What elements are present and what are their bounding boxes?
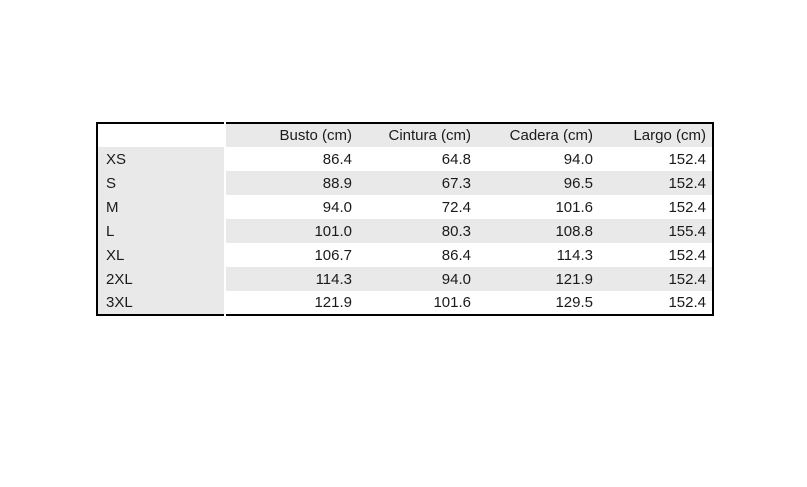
data-cell: 114.3 [225,267,358,291]
row-label: S [97,171,226,195]
data-cell: 86.4 [358,243,477,267]
header-cell-busto: Busto (cm) [225,123,358,147]
data-cell: 152.4 [599,171,713,195]
data-cell: 101.6 [358,291,477,315]
data-cell: 152.4 [599,243,713,267]
data-cell: 94.0 [358,267,477,291]
data-cell: 106.7 [225,243,358,267]
data-cell: 94.0 [477,147,599,171]
row-label: L [97,219,226,243]
table-row-l: L 101.0 80.3 108.8 155.4 [97,219,713,243]
table-row-3xl: 3XL 121.9 101.6 129.5 152.4 [97,291,713,315]
data-cell: 80.3 [358,219,477,243]
data-cell: 94.0 [225,195,358,219]
table-row-xl: XL 106.7 86.4 114.3 152.4 [97,243,713,267]
data-cell: 114.3 [477,243,599,267]
data-cell: 86.4 [225,147,358,171]
data-cell: 152.4 [599,267,713,291]
table-row-m: M 94.0 72.4 101.6 152.4 [97,195,713,219]
size-chart-table: Busto (cm) Cintura (cm) Cadera (cm) Larg… [96,122,714,316]
header-cell-empty [97,123,226,147]
data-cell: 67.3 [358,171,477,195]
header-cell-largo: Largo (cm) [599,123,713,147]
row-label: 3XL [97,291,226,315]
data-cell: 88.9 [225,171,358,195]
data-cell: 64.8 [358,147,477,171]
data-cell: 152.4 [599,291,713,315]
data-cell: 72.4 [358,195,477,219]
data-cell: 152.4 [599,147,713,171]
header-row: Busto (cm) Cintura (cm) Cadera (cm) Larg… [97,123,713,147]
data-cell: 101.6 [477,195,599,219]
data-cell: 121.9 [477,267,599,291]
row-label: XS [97,147,226,171]
table-row-2xl: 2XL 114.3 94.0 121.9 152.4 [97,267,713,291]
data-cell: 152.4 [599,195,713,219]
table-row-s: S 88.9 67.3 96.5 152.4 [97,171,713,195]
table-row-xs: XS 86.4 64.8 94.0 152.4 [97,147,713,171]
data-cell: 129.5 [477,291,599,315]
data-cell: 108.8 [477,219,599,243]
data-cell: 101.0 [225,219,358,243]
header-cell-cadera: Cadera (cm) [477,123,599,147]
header-cell-cintura: Cintura (cm) [358,123,477,147]
data-cell: 96.5 [477,171,599,195]
row-label: 2XL [97,267,226,291]
row-label: XL [97,243,226,267]
row-label: M [97,195,226,219]
data-cell: 155.4 [599,219,713,243]
data-cell: 121.9 [225,291,358,315]
